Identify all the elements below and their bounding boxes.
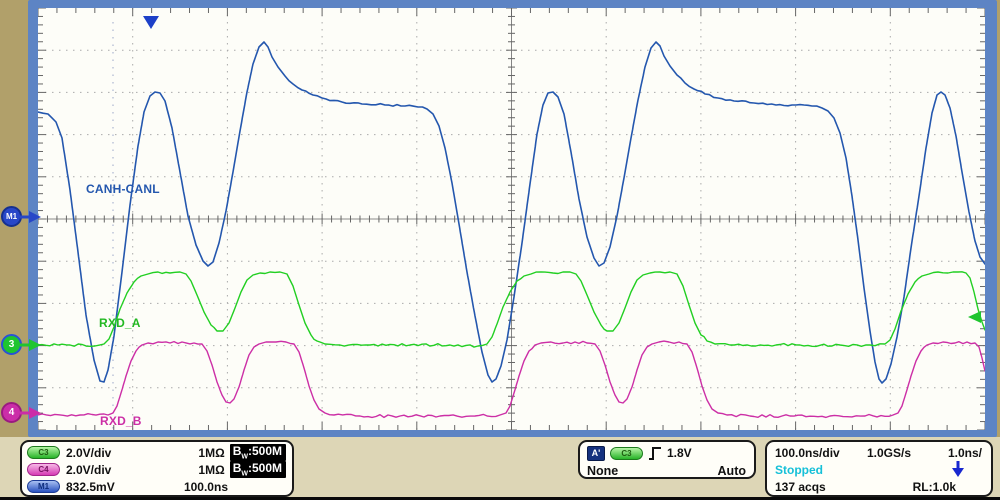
waveform-plot-area[interactable]: CANH-CANL RXD_A RXD_B: [38, 8, 985, 430]
trigger-position-marker-icon[interactable]: [143, 16, 159, 29]
status-row: Stopped: [775, 461, 982, 478]
m1-scale: 832.5mV: [66, 479, 115, 494]
sample-rate-value: 1.0GS/s: [867, 445, 912, 460]
acquisition-status: Stopped: [775, 462, 823, 477]
c3-channel-badge: C3: [27, 446, 60, 459]
c3-readout-row: C3 2.0V/div 1MΩ BW:500M: [27, 443, 286, 462]
rising-edge-icon: [649, 447, 661, 460]
horizontal-acq-panel[interactable]: 100.0ns/div 1.0GS/s 1.0ns/ Stopped 137 a…: [765, 440, 993, 497]
m1-arrow-icon: [20, 210, 41, 223]
graticule-frame: CANH-CANL RXD_A RXD_B: [28, 0, 997, 437]
c4-impedance: 1MΩ: [198, 462, 225, 477]
trigger-channel-badge: C3: [610, 446, 643, 460]
acq-row: 137 acqs RL:1.0k: [775, 478, 982, 495]
trace-label-rxd-b: RXD_B: [100, 414, 142, 428]
arrow-down-icon: [952, 461, 964, 477]
trigger-level-arrow-icon[interactable]: [968, 311, 981, 323]
c3-arrow-icon: [20, 338, 41, 351]
c4-channel-badge: C4: [27, 463, 60, 476]
trigger-level-value: 1.8V: [667, 446, 692, 460]
resolution-value: 1.0ns/: [947, 445, 982, 460]
c3-ground-marker[interactable]: 3: [1, 334, 42, 355]
trigger-mode-row: None Auto: [587, 462, 746, 479]
c4-bandwidth-badge: BW:500M: [229, 460, 286, 479]
acquisition-count: 137 acqs: [775, 479, 826, 494]
waveform-svg: [38, 8, 985, 430]
channel-readout-panel[interactable]: C3 2.0V/div 1MΩ BW:500M C4 2.0V/div 1MΩ …: [20, 440, 294, 497]
c4-ground-marker[interactable]: 4: [1, 402, 42, 423]
m1-reference-marker[interactable]: M1: [1, 206, 42, 227]
trigger-panel[interactable]: A' C3 1.8V None Auto: [578, 440, 756, 479]
trigger-holdoff: None: [587, 463, 619, 478]
trace-label-rxd-a: RXD_A: [99, 316, 141, 330]
c3-scale: 2.0V/div: [66, 445, 112, 460]
bottom-black-strip: [0, 497, 1000, 500]
c4-readout-row: C4 2.0V/div 1MΩ BW:500M: [27, 460, 286, 479]
c3-impedance: 1MΩ: [198, 445, 225, 460]
c4-arrow-icon: [20, 406, 41, 419]
m1-timebase: 100.0ns: [183, 479, 228, 494]
timebase-value: 100.0ns/div: [775, 445, 840, 460]
trace-label-canh-canl: CANH-CANL: [86, 182, 160, 196]
trigger-mode: Auto: [717, 463, 746, 478]
horizontal-row: 100.0ns/div 1.0GS/s 1.0ns/: [775, 444, 982, 461]
trigger-source-row: A' C3 1.8V: [587, 444, 746, 462]
m1-readout-row: M1 832.5mV 100.0ns: [27, 478, 286, 495]
readout-bar: C3 2.0V/div 1MΩ BW:500M C4 2.0V/div 1MΩ …: [0, 437, 1000, 497]
c4-scale: 2.0V/div: [66, 462, 112, 477]
record-length: RL:1.0k: [912, 479, 956, 494]
c3-bandwidth-badge: BW:500M: [229, 443, 286, 462]
m1-channel-badge: M1: [27, 480, 60, 493]
trigger-a-badge: A': [587, 445, 605, 461]
